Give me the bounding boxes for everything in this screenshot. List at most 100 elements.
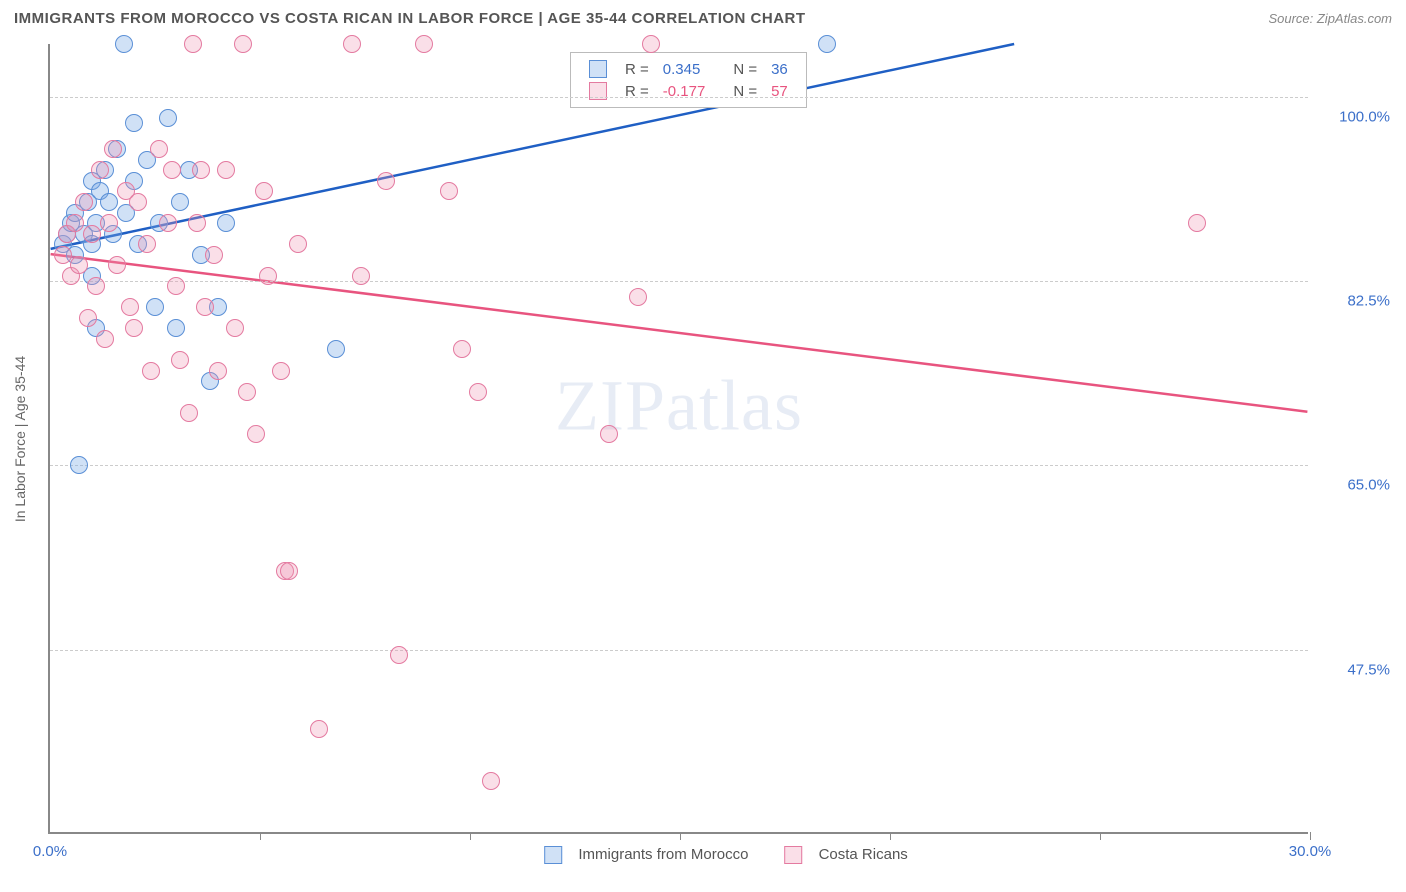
- scatter-point: [159, 214, 177, 232]
- scatter-point: [125, 319, 143, 337]
- scatter-point: [217, 161, 235, 179]
- y-tick-label: 100.0%: [1320, 108, 1390, 125]
- scatter-point: [629, 288, 647, 306]
- x-tick: [1310, 832, 1311, 840]
- x-tick: [890, 832, 891, 840]
- scatter-point: [482, 772, 500, 790]
- scatter-point: [272, 362, 290, 380]
- scatter-point: [129, 193, 147, 211]
- scatter-point: [159, 109, 177, 127]
- series-legend: Immigrants from Morocco Costa Ricans: [520, 846, 920, 864]
- legend-n-value: 57: [765, 81, 794, 101]
- scatter-point: [352, 267, 370, 285]
- scatter-point: [83, 225, 101, 243]
- scatter-point: [150, 140, 168, 158]
- scatter-point: [217, 214, 235, 232]
- scatter-point: [66, 214, 84, 232]
- gridline-h: [50, 650, 1308, 651]
- scatter-point: [453, 340, 471, 358]
- chart-container: ZIPatlas R =0.345N =36R =-0.177N =57 47.…: [48, 44, 1392, 834]
- x-tick-label: 30.0%: [1289, 843, 1332, 860]
- scatter-point: [75, 193, 93, 211]
- legend-r-value: 0.345: [657, 59, 712, 79]
- scatter-point: [138, 235, 156, 253]
- series-legend-item: Immigrants from Morocco: [532, 846, 748, 863]
- scatter-point: [226, 319, 244, 337]
- legend-n-label: N =: [727, 59, 763, 79]
- chart-header: IMMIGRANTS FROM MOROCCO VS COSTA RICAN I…: [0, 0, 1406, 33]
- gridline-h: [50, 281, 1308, 282]
- scatter-point: [188, 214, 206, 232]
- trend-lines-svg: [50, 44, 1308, 832]
- scatter-point: [238, 383, 256, 401]
- legend-swatch: [544, 846, 562, 864]
- x-tick-label: 0.0%: [33, 843, 67, 860]
- legend-r-label: R =: [619, 59, 655, 79]
- scatter-point: [171, 351, 189, 369]
- y-axis-label: In Labor Force | Age 35-44: [12, 356, 28, 522]
- scatter-point: [310, 720, 328, 738]
- scatter-point: [234, 35, 252, 53]
- scatter-point: [125, 114, 143, 132]
- scatter-point: [209, 362, 227, 380]
- scatter-point: [184, 35, 202, 53]
- legend-row: R =-0.177 N =57: [583, 81, 794, 101]
- legend-n-label: N =: [727, 81, 763, 101]
- correlation-legend: R =0.345 N =36 R =-0.177 N =57: [570, 52, 807, 108]
- gridline-h: [50, 465, 1308, 466]
- scatter-point: [1188, 214, 1206, 232]
- legend-swatch: [784, 846, 802, 864]
- scatter-point: [70, 256, 88, 274]
- legend-row: R =0.345 N =36: [583, 59, 794, 79]
- scatter-point: [196, 298, 214, 316]
- scatter-point: [255, 182, 273, 200]
- scatter-point: [642, 35, 660, 53]
- x-tick: [1100, 832, 1101, 840]
- series-legend-item: Costa Ricans: [772, 846, 907, 863]
- scatter-point: [247, 425, 265, 443]
- scatter-point: [171, 193, 189, 211]
- scatter-point: [87, 277, 105, 295]
- plot-area: ZIPatlas R =0.345N =36R =-0.177N =57 47.…: [48, 44, 1308, 834]
- gridline-h: [50, 97, 1308, 98]
- scatter-point: [167, 277, 185, 295]
- chart-title: IMMIGRANTS FROM MOROCCO VS COSTA RICAN I…: [14, 10, 806, 27]
- scatter-point: [180, 404, 198, 422]
- scatter-point: [259, 267, 277, 285]
- scatter-point: [104, 140, 122, 158]
- scatter-point: [327, 340, 345, 358]
- scatter-point: [91, 161, 109, 179]
- scatter-point: [205, 246, 223, 264]
- scatter-point: [146, 298, 164, 316]
- scatter-point: [100, 214, 118, 232]
- scatter-point: [100, 193, 118, 211]
- scatter-point: [115, 35, 133, 53]
- scatter-point: [600, 425, 618, 443]
- scatter-point: [192, 161, 210, 179]
- scatter-point: [79, 309, 97, 327]
- y-tick-label: 65.0%: [1320, 477, 1390, 494]
- legend-r-label: R =: [619, 81, 655, 101]
- y-tick-label: 47.5%: [1320, 661, 1390, 678]
- scatter-point: [377, 172, 395, 190]
- scatter-point: [108, 256, 126, 274]
- legend-r-value: -0.177: [657, 81, 712, 101]
- scatter-point: [343, 35, 361, 53]
- scatter-point: [167, 319, 185, 337]
- scatter-point: [818, 35, 836, 53]
- scatter-point: [390, 646, 408, 664]
- scatter-point: [440, 182, 458, 200]
- scatter-point: [96, 330, 114, 348]
- y-tick-label: 82.5%: [1320, 293, 1390, 310]
- x-tick: [680, 832, 681, 840]
- x-tick: [260, 832, 261, 840]
- scatter-point: [70, 456, 88, 474]
- chart-source: Source: ZipAtlas.com: [1268, 11, 1392, 26]
- scatter-point: [121, 298, 139, 316]
- legend-swatch: [589, 60, 607, 78]
- x-tick: [470, 832, 471, 840]
- scatter-point: [289, 235, 307, 253]
- scatter-point: [142, 362, 160, 380]
- legend-n-value: 36: [765, 59, 794, 79]
- scatter-point: [280, 562, 298, 580]
